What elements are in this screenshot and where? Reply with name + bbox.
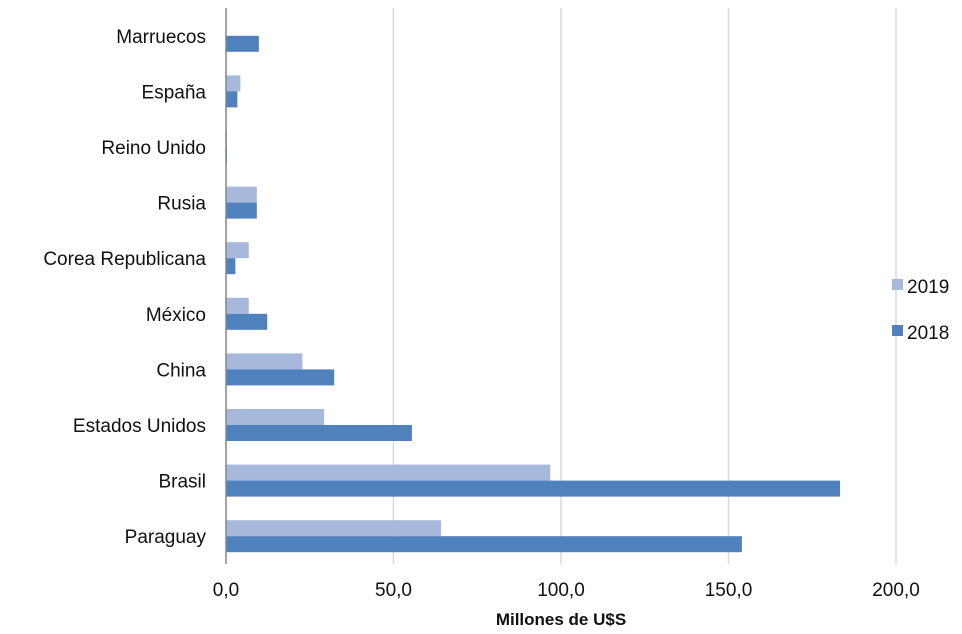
bar-2019-1: [226, 464, 551, 481]
x-axis-tick-labels: 0,0 50,0 100,0 150,0 200,0: [213, 580, 920, 601]
y-tick-label: Paraguay: [125, 527, 207, 548]
bar-2018-9: [226, 35, 259, 52]
bar-2019-8: [226, 75, 241, 92]
legend-swatch-2019: [892, 279, 903, 290]
y-axis-tick-labels: Paraguay Brasil Estados Unidos China México C…: [43, 27, 206, 548]
bar-2018-4: [226, 313, 268, 330]
bar-2018-1: [226, 480, 841, 497]
x-tick-label: 50,0: [375, 580, 412, 601]
bar-2018-6: [226, 202, 257, 219]
y-tick-label: Estados Unidos: [73, 416, 206, 437]
bar-2019-5: [226, 242, 249, 259]
y-tick-label: Brasil: [158, 472, 206, 493]
bar-2018-5: [226, 258, 236, 275]
x-axis-title: Millones de U$S: [496, 610, 626, 629]
bar-2019-4: [226, 297, 249, 314]
bar-2019-3: [226, 353, 303, 370]
legend: 2019 2018: [892, 277, 949, 344]
y-tick-label: Marruecos: [116, 27, 206, 48]
bars-group: [226, 35, 841, 553]
bar-2019-0: [226, 520, 442, 537]
y-tick-label: México: [146, 305, 206, 326]
y-tick-label: Rusia: [157, 194, 206, 215]
bar-2019-6: [226, 186, 257, 203]
legend-label-2019: 2019: [907, 277, 949, 298]
y-tick-label: Corea Republicana: [43, 249, 206, 270]
x-tick-label: 200,0: [872, 580, 920, 601]
y-tick-label: Reino Unido: [101, 138, 206, 159]
x-tick-label: 100,0: [537, 580, 585, 601]
bar-2018-2: [226, 425, 412, 441]
y-tick-label: España: [142, 82, 207, 103]
bar-2019-2: [226, 409, 325, 425]
y-tick-label: China: [156, 360, 206, 381]
legend-label-2018: 2018: [907, 323, 949, 344]
x-tick-label: 150,0: [705, 580, 753, 601]
legend-swatch-2018: [892, 325, 903, 336]
bar-2018-3: [226, 369, 335, 386]
x-tick-label: 0,0: [213, 580, 239, 601]
bar-2018-8: [226, 91, 238, 108]
bar-2018-0: [226, 536, 742, 553]
